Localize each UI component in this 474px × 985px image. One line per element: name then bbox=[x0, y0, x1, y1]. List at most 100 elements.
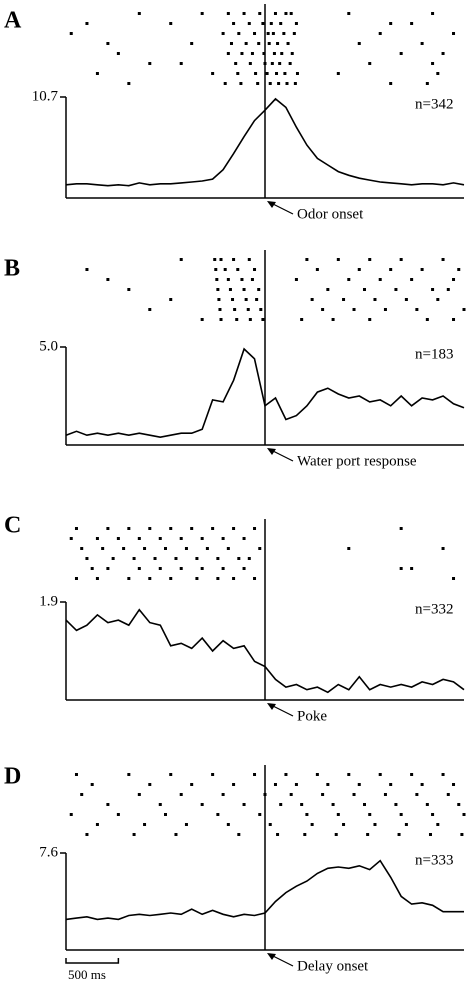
spike bbox=[394, 288, 398, 291]
spike bbox=[226, 823, 230, 826]
spike bbox=[253, 527, 257, 530]
spike bbox=[352, 793, 356, 796]
spike bbox=[441, 547, 445, 550]
spike bbox=[336, 72, 340, 75]
spike bbox=[247, 22, 251, 25]
spike bbox=[342, 298, 346, 301]
spike bbox=[216, 577, 220, 580]
spike bbox=[383, 793, 387, 796]
spike bbox=[242, 567, 246, 570]
spike bbox=[284, 773, 288, 776]
spike bbox=[226, 278, 230, 281]
spike bbox=[373, 298, 377, 301]
spike bbox=[232, 22, 236, 25]
spike bbox=[431, 12, 435, 15]
spike bbox=[404, 823, 408, 826]
spike bbox=[236, 72, 240, 75]
spike bbox=[232, 258, 236, 261]
spike bbox=[271, 32, 275, 35]
spike bbox=[237, 32, 241, 35]
n-label: n=183 bbox=[415, 346, 453, 362]
spike bbox=[262, 52, 266, 55]
y-tick-label: 10.7 bbox=[32, 88, 59, 104]
spike bbox=[415, 793, 419, 796]
spike bbox=[410, 22, 414, 25]
spike bbox=[441, 52, 445, 55]
spike bbox=[74, 527, 78, 530]
spike bbox=[234, 62, 238, 65]
scale-bar-label: 500 ms bbox=[68, 967, 106, 982]
spike bbox=[250, 278, 254, 281]
spike bbox=[242, 288, 246, 291]
spike bbox=[303, 833, 307, 836]
spike bbox=[223, 82, 227, 85]
event-annotation: Odor onset bbox=[297, 206, 364, 222]
spike bbox=[269, 22, 273, 25]
spike bbox=[90, 783, 94, 786]
spike bbox=[179, 258, 183, 261]
spike bbox=[221, 537, 225, 540]
spike bbox=[279, 22, 283, 25]
spike bbox=[446, 288, 450, 291]
spike bbox=[321, 308, 325, 311]
spike bbox=[190, 42, 194, 45]
spike bbox=[69, 813, 73, 816]
spike bbox=[255, 298, 259, 301]
spike bbox=[179, 62, 183, 65]
spike bbox=[420, 268, 424, 271]
spike bbox=[431, 288, 435, 291]
spike bbox=[310, 298, 314, 301]
spike bbox=[258, 547, 262, 550]
spike bbox=[261, 318, 265, 321]
spike bbox=[106, 803, 110, 806]
spike bbox=[342, 823, 346, 826]
spike bbox=[425, 82, 429, 85]
spike bbox=[127, 527, 131, 530]
spike bbox=[420, 783, 424, 786]
spike bbox=[216, 557, 220, 560]
spike bbox=[257, 42, 261, 45]
spike bbox=[253, 32, 257, 35]
spike bbox=[240, 278, 244, 281]
spike bbox=[95, 577, 99, 580]
spike bbox=[137, 12, 141, 15]
spike bbox=[223, 268, 227, 271]
spike bbox=[184, 547, 188, 550]
spike bbox=[270, 62, 274, 65]
spike bbox=[347, 547, 351, 550]
spike bbox=[211, 527, 215, 530]
spike bbox=[272, 52, 276, 55]
spike bbox=[277, 82, 281, 85]
panel-letter: D bbox=[4, 764, 21, 790]
panel-letter: A bbox=[4, 8, 22, 34]
spike bbox=[200, 12, 204, 15]
arrow-head bbox=[267, 201, 276, 208]
spike bbox=[248, 318, 252, 321]
spike bbox=[148, 527, 152, 530]
spike bbox=[331, 803, 335, 806]
spike bbox=[247, 258, 251, 261]
spike bbox=[267, 42, 271, 45]
spike bbox=[143, 547, 147, 550]
spike bbox=[250, 52, 254, 55]
spike bbox=[399, 567, 403, 570]
spike bbox=[268, 823, 272, 826]
spike bbox=[116, 52, 120, 55]
spike bbox=[101, 547, 105, 550]
spike bbox=[452, 32, 456, 35]
spike bbox=[294, 278, 298, 281]
spike bbox=[200, 803, 204, 806]
spike bbox=[95, 72, 99, 75]
spike bbox=[289, 12, 293, 15]
spike bbox=[452, 318, 456, 321]
spike bbox=[90, 567, 94, 570]
spike bbox=[425, 318, 429, 321]
panel-letter: B bbox=[4, 256, 20, 282]
spike bbox=[452, 783, 456, 786]
spike bbox=[294, 783, 298, 786]
spike bbox=[205, 547, 209, 550]
spike bbox=[169, 22, 173, 25]
spike bbox=[265, 72, 269, 75]
spike bbox=[460, 833, 464, 836]
n-label: n=332 bbox=[415, 601, 453, 617]
